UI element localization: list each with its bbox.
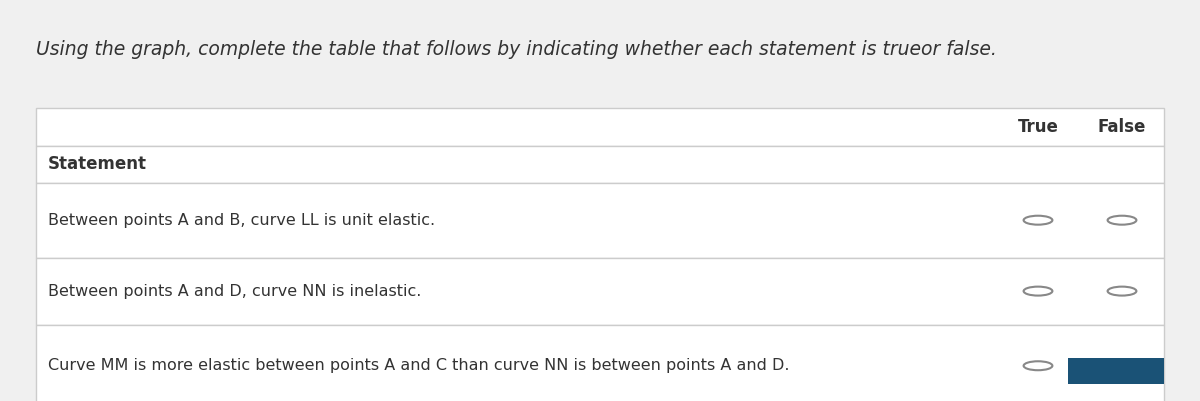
Text: Statement: Statement <box>48 155 148 173</box>
Text: Between points A and D, curve NN is inelastic.: Between points A and D, curve NN is inel… <box>48 284 421 299</box>
Bar <box>36 108 1164 146</box>
Text: Using the graph, complete the table that follows by indicating whether each stat: Using the graph, complete the table that… <box>36 40 997 59</box>
Text: True: True <box>1018 118 1058 136</box>
Text: Between points A and B, curve LL is unit elastic.: Between points A and B, curve LL is unit… <box>48 213 436 228</box>
Bar <box>36 146 1164 183</box>
Text: Curve MM is more elastic between points A and C than curve NN is between points : Curve MM is more elastic between points … <box>48 358 790 373</box>
Text: False: False <box>1098 118 1146 136</box>
Bar <box>1068 358 1164 385</box>
Bar <box>36 183 1164 257</box>
Bar <box>36 325 1164 401</box>
Bar <box>36 257 1164 325</box>
